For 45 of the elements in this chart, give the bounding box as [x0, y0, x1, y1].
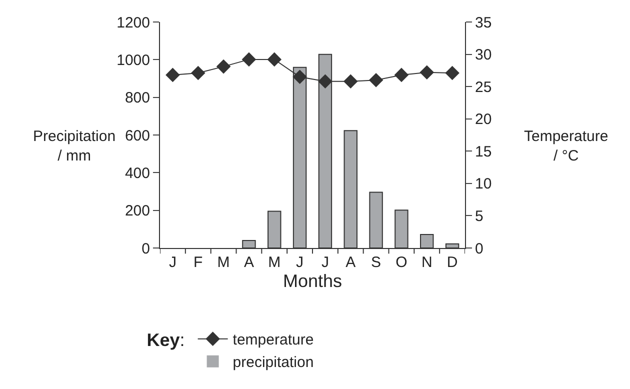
- y2-tick-label: 0: [475, 240, 484, 258]
- y2-tick-label: 5: [475, 208, 484, 225]
- x-tick-label: D: [446, 254, 458, 271]
- point: [292, 70, 307, 84]
- y-tick-label: 600: [124, 127, 150, 144]
- legend-label: temperature: [232, 332, 314, 349]
- point: [368, 72, 384, 88]
- legend-label: precipitation: [232, 354, 314, 372]
- x-tick-label: A: [346, 254, 356, 271]
- point: [318, 74, 332, 89]
- point: [420, 65, 434, 80]
- x-tick-label: M: [268, 254, 281, 271]
- x-tick-label: J: [168, 254, 176, 271]
- point: [242, 52, 256, 67]
- y-tick-label: 400: [124, 164, 150, 182]
- x-tick-label: J: [321, 254, 329, 271]
- point: [445, 66, 460, 80]
- y-tick-label: 1200: [116, 14, 150, 32]
- point: [216, 59, 231, 74]
- y2-axis-title: Temperature / °C: [524, 128, 608, 164]
- x-tick-label: O: [396, 254, 408, 271]
- y2-tick-label: 20: [475, 111, 492, 128]
- x-axis-title: Months: [282, 271, 342, 291]
- point: [166, 68, 180, 82]
- x-tick-label: F: [194, 254, 203, 271]
- y2-tick-label: 30: [475, 46, 492, 64]
- x-tick-label: S: [371, 254, 382, 271]
- point: [190, 66, 206, 80]
- legend-title: Key:: [146, 330, 185, 350]
- y2-tick-label: 35: [475, 14, 492, 32]
- y2-tick-label: 10: [475, 176, 492, 193]
- y-tick-label: 200: [124, 202, 150, 220]
- point: [267, 52, 282, 67]
- y-tick-label: 0: [142, 240, 150, 258]
- point: [394, 68, 409, 82]
- y-tick-label: 1000: [116, 52, 150, 69]
- y-axis-title: Precipitation / mm: [33, 128, 116, 164]
- x-tick-label: M: [217, 254, 230, 271]
- y2-tick-label: 15: [475, 143, 492, 160]
- y2-tick-label: 25: [475, 78, 492, 96]
- x-tick-label: A: [244, 254, 254, 271]
- x-tick-label: J: [296, 254, 304, 271]
- y-tick-label: 800: [124, 90, 150, 107]
- x-tick-label: N: [421, 254, 432, 271]
- point: [343, 74, 358, 89]
